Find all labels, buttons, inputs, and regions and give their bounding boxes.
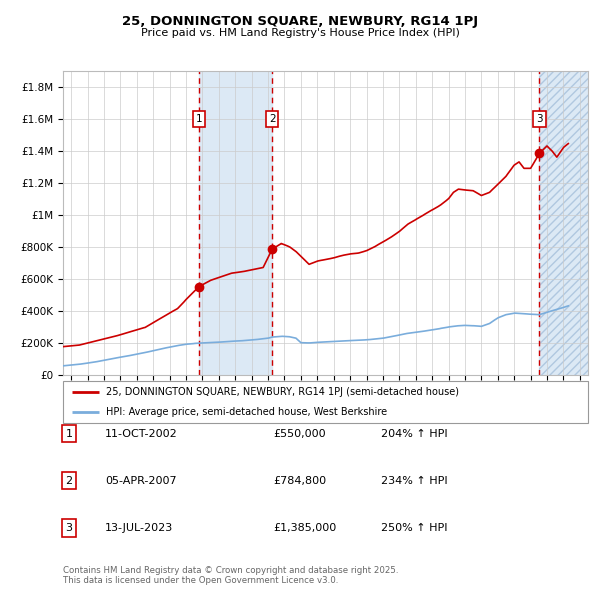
Text: 204% ↑ HPI: 204% ↑ HPI xyxy=(381,429,448,438)
Text: 25, DONNINGTON SQUARE, NEWBURY, RG14 1PJ: 25, DONNINGTON SQUARE, NEWBURY, RG14 1PJ xyxy=(122,15,478,28)
Text: 1: 1 xyxy=(65,429,73,438)
Text: Contains HM Land Registry data © Crown copyright and database right 2025.
This d: Contains HM Land Registry data © Crown c… xyxy=(63,566,398,585)
Bar xyxy=(539,71,588,375)
Bar xyxy=(199,71,272,375)
Text: 250% ↑ HPI: 250% ↑ HPI xyxy=(381,523,448,533)
Text: 234% ↑ HPI: 234% ↑ HPI xyxy=(381,476,448,486)
Text: 11-OCT-2002: 11-OCT-2002 xyxy=(105,429,178,438)
Text: 2: 2 xyxy=(269,114,275,124)
FancyBboxPatch shape xyxy=(63,381,588,423)
Text: 25, DONNINGTON SQUARE, NEWBURY, RG14 1PJ (semi-detached house): 25, DONNINGTON SQUARE, NEWBURY, RG14 1PJ… xyxy=(106,387,459,397)
Text: 3: 3 xyxy=(65,523,73,533)
Text: £1,385,000: £1,385,000 xyxy=(273,523,336,533)
Text: £784,800: £784,800 xyxy=(273,476,326,486)
Text: HPI: Average price, semi-detached house, West Berkshire: HPI: Average price, semi-detached house,… xyxy=(106,407,387,417)
Text: 3: 3 xyxy=(536,114,542,124)
Text: 2: 2 xyxy=(65,476,73,486)
Text: 13-JUL-2023: 13-JUL-2023 xyxy=(105,523,173,533)
Text: Price paid vs. HM Land Registry's House Price Index (HPI): Price paid vs. HM Land Registry's House … xyxy=(140,28,460,38)
Bar xyxy=(539,71,588,375)
Text: £550,000: £550,000 xyxy=(273,429,326,438)
Text: 1: 1 xyxy=(196,114,202,124)
Text: 05-APR-2007: 05-APR-2007 xyxy=(105,476,176,486)
